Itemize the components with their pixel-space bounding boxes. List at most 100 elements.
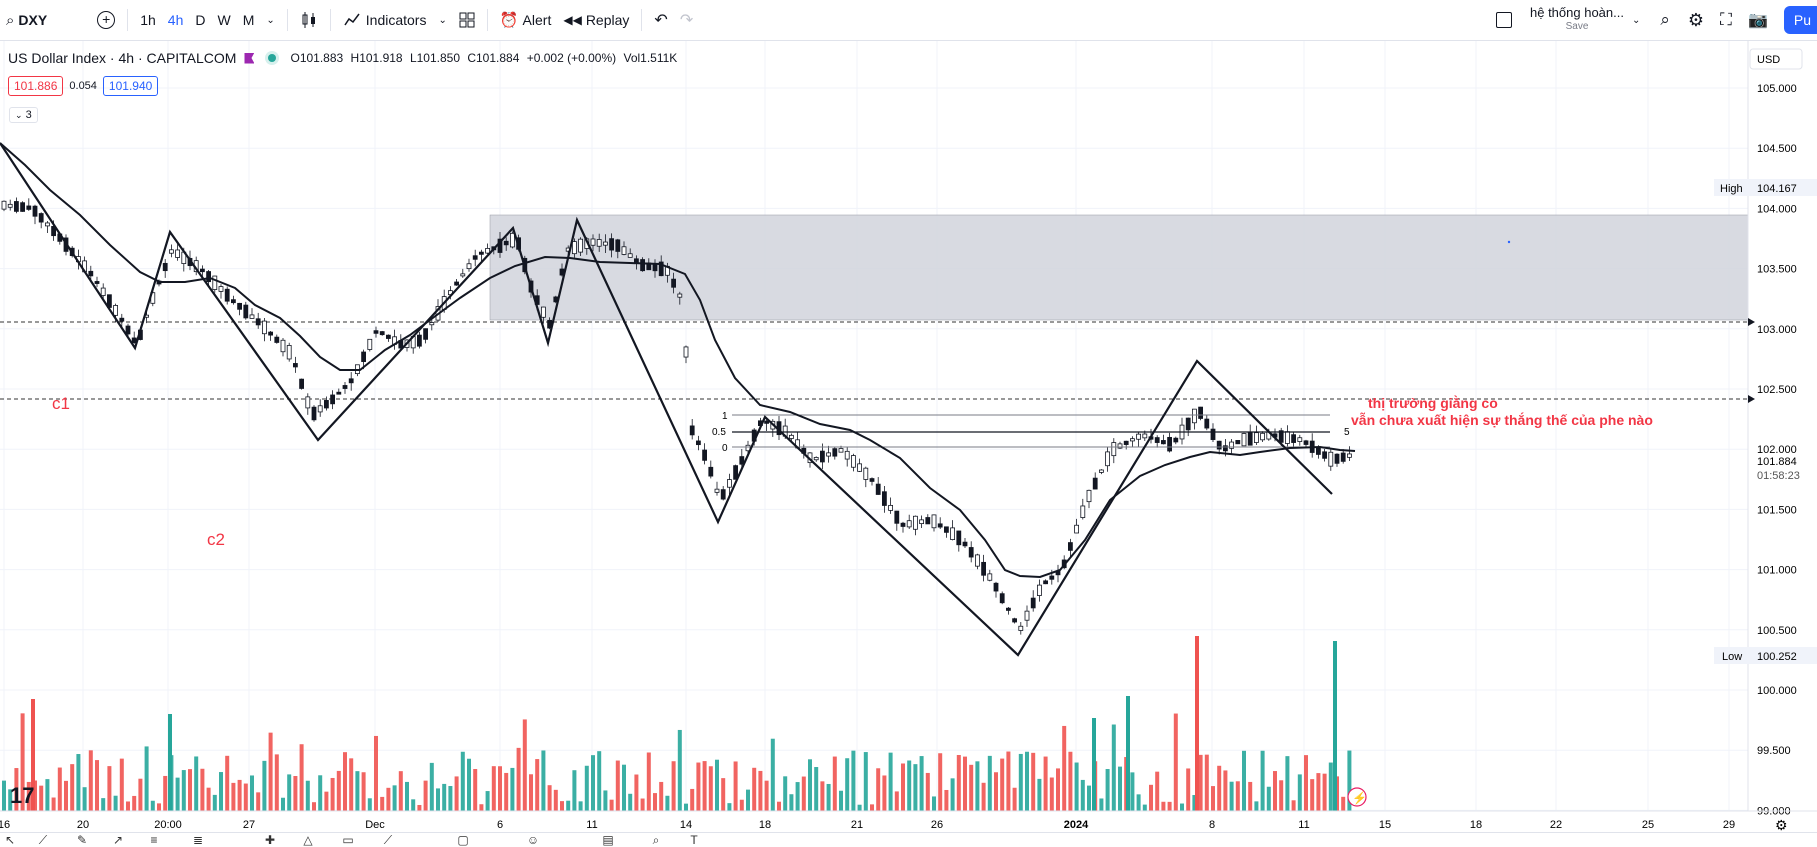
templates-button[interactable] [453,0,481,40]
smile-icon[interactable]: ☺ [526,833,540,847]
time-tick: 11 [586,819,597,831]
checkbox-icon[interactable] [1496,12,1512,28]
fullscreen-icon[interactable]: ⛶ [1720,10,1732,29]
timeframe-d[interactable]: D [195,12,206,28]
time-tick: 6 [497,819,503,831]
time-axis[interactable] [0,811,1748,832]
gear-icon[interactable]: ⚙ [1687,9,1705,30]
note-line-2[interactable]: vẫn chưa xuất hiện sự thắng thế của phe … [1351,411,1653,428]
cursor-icon[interactable]: ↖ [4,833,16,847]
quick-search-icon[interactable]: ⌕ [1660,10,1670,29]
redo-button[interactable]: ↷ [674,0,699,40]
resistance-handle[interactable] [1748,318,1755,326]
supply-zone[interactable] [489,214,1749,321]
low-label: Low [1722,651,1742,663]
price-chart[interactable]: 1 0.5 0 5 c1 c2 thị trường giằng co vẫn … [0,41,1817,832]
time-tick: 22 [1550,819,1562,831]
undo-button[interactable]: ↶ [648,0,673,40]
right-toolbar: hệ thống hoàn... Save ⌄ ⌕ ⚙ ⛶ 📷 Pu [1496,0,1817,40]
brush-icon[interactable]: ✎ [76,833,88,847]
chevron-down-icon[interactable]: ⌄ [266,14,275,26]
c1-label[interactable]: c1 [52,394,70,413]
indicators-toggle[interactable]: ⌄ 3 [9,107,38,123]
ruler-icon[interactable]: ⟋ [383,833,393,847]
lightning-icon[interactable] [1347,787,1367,807]
divider [329,9,331,31]
note-icon[interactable]: ▢ [457,833,469,847]
time-tick: 26 [931,819,943,831]
chevron-down-icon[interactable]: ⌄ [438,14,447,26]
bid-price[interactable]: 101.886 [8,76,64,96]
replay-label: Replay [585,12,630,28]
top-toolbar: ⌕ DXY + 1h 4h D W M ⌄ Indicators ⌄ ⏰ Ale… [0,0,1817,41]
fib-icon[interactable]: ≡ [150,833,158,847]
chart-type-button[interactable] [294,0,324,40]
time-tick: 15 [1379,819,1391,831]
symbol-title[interactable]: US Dollar Index · 4h · CAPITALCOM [8,50,237,66]
moving-average-line[interactable] [0,142,1356,579]
price-tick: 105.000 [1757,83,1797,95]
timeframe-4h[interactable]: 4h [167,12,184,28]
publish-button[interactable]: Pu [1783,6,1817,34]
time-tick: 20:00 [154,819,182,831]
camera-icon[interactable]: 📷 [1747,12,1768,29]
high-value: 104.167 [1757,183,1797,195]
open-value: O101.883 [290,51,344,65]
indicators-button[interactable]: Indicators [337,0,433,40]
tradingview-logo[interactable]: 17 [10,783,34,808]
divider [641,9,643,31]
last-price-marker: 101.884 01:58:23 [1757,456,1800,482]
fib-level-05: 0.5 [712,427,726,438]
arrow-icon[interactable]: ↗ [112,833,124,847]
replay-button[interactable]: ◀◀ Replay [557,0,635,40]
note-line-1[interactable]: thị trường giằng co [1368,394,1498,411]
fib-retracement[interactable]: 1 0.5 0 5 [712,411,1350,454]
measure-icon[interactable]: ▤ [602,833,614,847]
save-label: Save [1565,21,1589,32]
price-axis[interactable] [1748,41,1817,811]
divider [127,9,129,31]
alarm-clock-icon: ⏰ [499,12,519,29]
layout-save-button[interactable]: hệ thống hoàn... Save [1530,6,1624,34]
search-icon: ⌕ [6,11,15,29]
gear-icon[interactable]: ⚙ [1775,817,1788,832]
symbol-label: DXY [18,12,48,28]
add-circle-icon: + [97,11,116,29]
compare-button[interactable]: + [91,0,121,40]
ohlc-values: O101.883 H101.918 L101.850 C101.884 +0.0… [290,51,681,65]
trendline-icon[interactable]: ⟋ [38,833,48,847]
symbol-search[interactable]: ⌕ DXY [0,0,53,40]
price-tick: 102.000 [1757,444,1797,456]
price-ticks: 105.000 104.500 104.000 103.500 103.000 102.5… [1757,83,1797,817]
redo-icon: ↷ [679,12,694,29]
crosshair-icon[interactable]: ✚ [264,833,276,847]
timeframe-w[interactable]: W [217,12,231,28]
flag-icon[interactable] [244,52,255,64]
currency-selector[interactable]: USD [1749,48,1803,70]
ask-price[interactable]: 101.940 [102,76,159,96]
triangle-icon[interactable]: △ [303,833,313,847]
time-tick: 16 [0,819,10,831]
c2-label[interactable]: c2 [207,530,225,549]
alert-button[interactable]: ⏰ Alert [494,0,557,40]
bid-ask-panel: 101.886 0.054 101.940 [8,76,159,96]
time-tick: 11 [1298,819,1309,831]
grid [0,41,1748,811]
drawing-toolbar: ↖ ⟋ ✎ ↗ ≡ ≣ ✚ △ ▭ ⟋ ▢ ☺ ▤ ⌕ T [0,832,1817,847]
price-tick: 100.500 [1757,625,1797,637]
c1-handle[interactable] [1748,395,1755,403]
timeframe-1h[interactable]: 1h [140,12,156,28]
indicators-label: Indicators [365,12,427,28]
zigzag-line[interactable] [0,142,1333,657]
pitchfork-icon[interactable]: ≣ [192,833,204,847]
time-tick: 18 [1470,819,1482,831]
divider [486,9,488,31]
timeframe-m[interactable]: M [242,12,255,28]
zoom-icon[interactable]: ⌕ [652,833,660,847]
chevron-down-icon[interactable]: ⌄ [1631,14,1641,26]
price-tick: 101.000 [1757,565,1797,577]
rect-icon[interactable]: ▭ [342,833,354,847]
text-icon[interactable]: T [690,833,698,847]
high-value: H101.918 [350,51,403,65]
candles [1,197,1352,635]
